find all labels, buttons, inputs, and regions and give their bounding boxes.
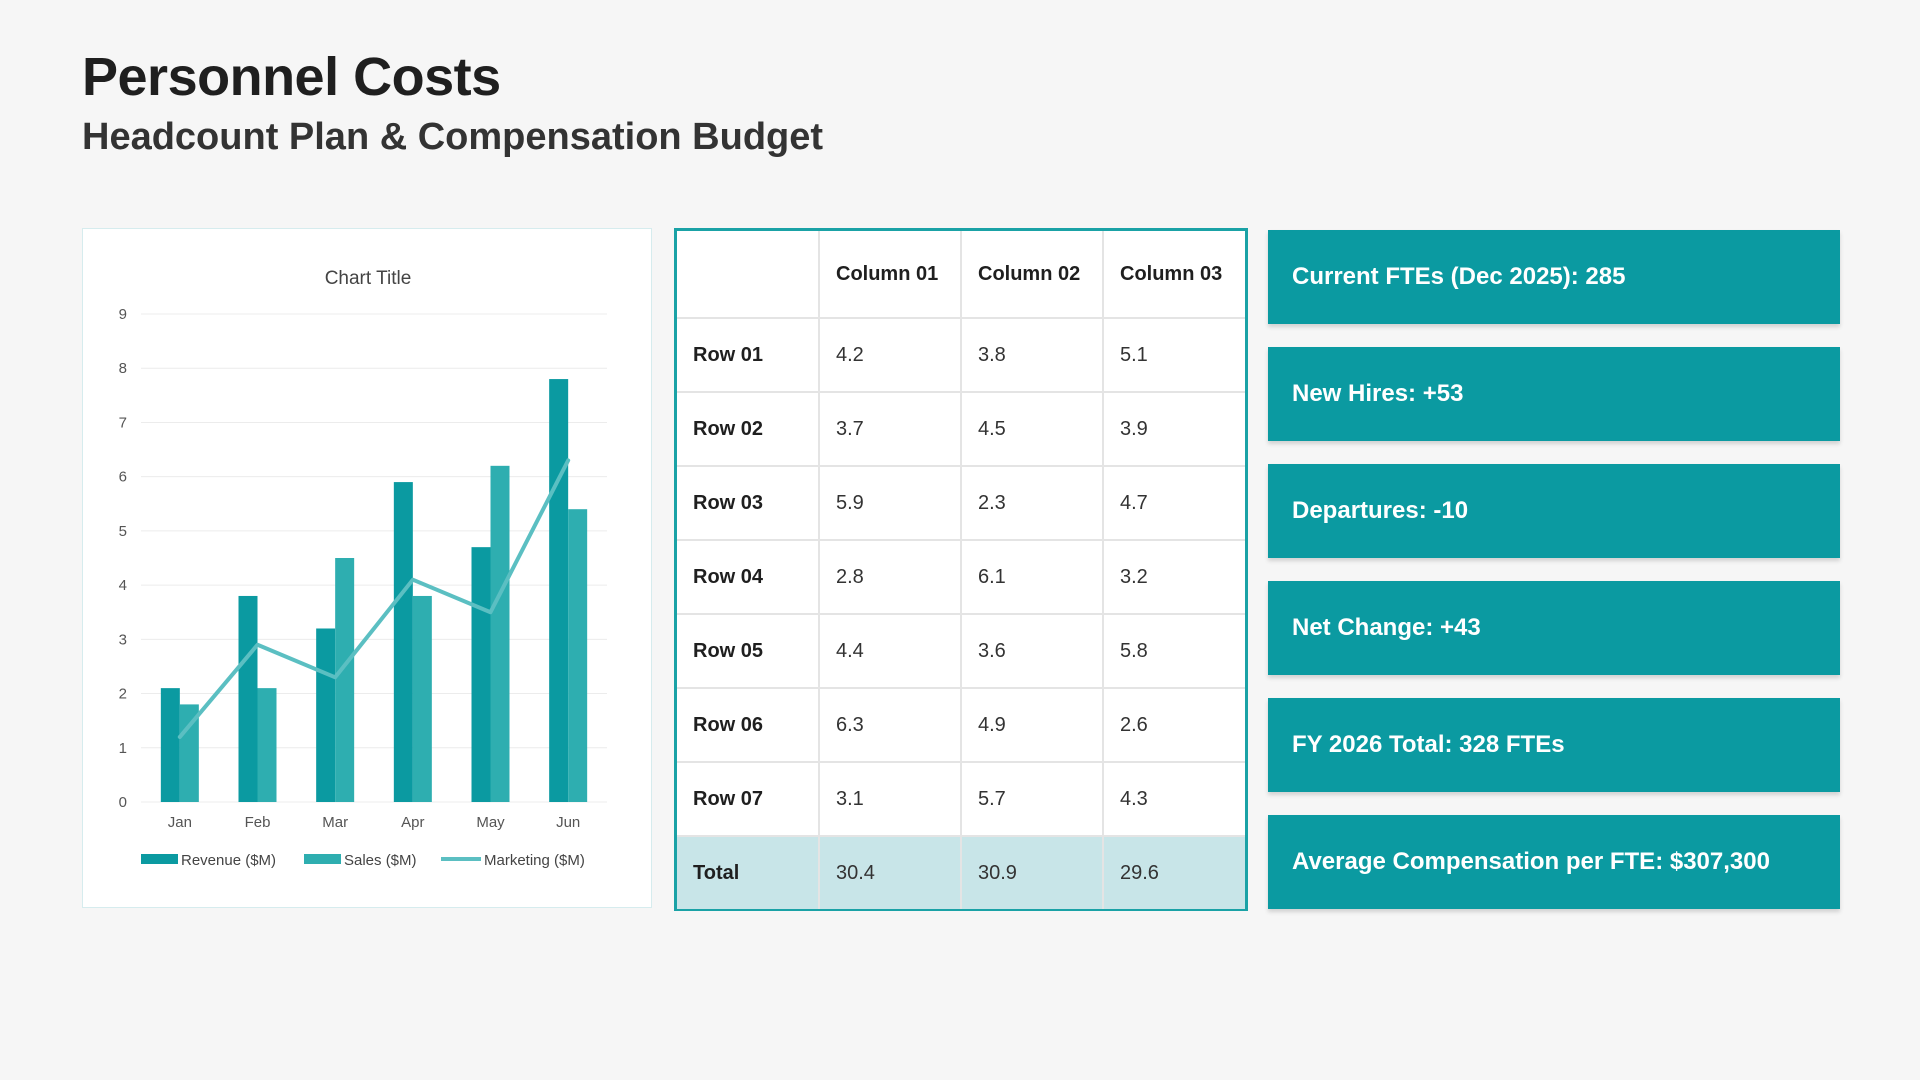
- bar-sales: [335, 558, 355, 802]
- bar-sales: [257, 688, 277, 802]
- x-tick-label: Jun: [556, 814, 580, 831]
- y-tick-label: 1: [119, 740, 127, 757]
- bar-revenue: [316, 628, 336, 802]
- legend-label: Revenue ($M): [181, 852, 276, 869]
- table-row: Row 06 6.3 4.9 2.6: [677, 687, 1245, 763]
- kpi-list: Current FTEs (Dec 2025): 285 New Hires: …: [1268, 230, 1840, 932]
- row-label: Row 02: [677, 391, 820, 467]
- row-label: Row 06: [677, 687, 820, 763]
- bar-revenue: [238, 595, 258, 802]
- kpi-card: New Hires: +53: [1268, 347, 1840, 441]
- table-row: Row 03 5.9 2.3 4.7: [677, 465, 1245, 541]
- table-row: Row 04 2.8 6.1 3.2: [677, 539, 1245, 615]
- row-label: Row 01: [677, 318, 820, 393]
- table-cell: 4.3: [1102, 761, 1245, 837]
- table-cell: 5.9: [818, 465, 962, 541]
- table-row: Row 07 3.1 5.7 4.3: [677, 761, 1245, 837]
- legend-swatch: [141, 854, 178, 864]
- kpi-card: Departures: -10: [1268, 464, 1840, 558]
- x-tick-label: May: [476, 814, 505, 831]
- table-cell: 2.8: [818, 539, 962, 615]
- table-total-row: Total 30.4 30.9 29.6: [677, 835, 1245, 909]
- data-table-card: Column 01 Column 02 Column 03 Row 01 4.2…: [674, 228, 1248, 911]
- table-cell: 4.5: [960, 391, 1104, 467]
- bar-sales: [490, 465, 510, 802]
- y-tick-label: 2: [119, 686, 127, 703]
- table-cell: 3.8: [960, 318, 1104, 393]
- table-cell: 4.9: [960, 687, 1104, 763]
- legend-label: Sales ($M): [344, 852, 417, 869]
- row-label: Row 07: [677, 761, 820, 837]
- line-marketing: [177, 458, 571, 739]
- table-cell: 4.4: [818, 613, 962, 689]
- bar-sales: [412, 595, 432, 802]
- page-title: Personnel Costs: [82, 47, 501, 107]
- table-cell: 6.3: [818, 687, 962, 763]
- table-row: Row 01 4.2 3.8 5.1: [677, 318, 1245, 393]
- row-label: Row 05: [677, 613, 820, 689]
- table-cell: 5.8: [1102, 613, 1245, 689]
- combo-chart: Chart Title 0 1 2 3 4 5 6 7 8 9 Jan Feb Mar Apr May Jun R…: [119, 268, 607, 869]
- table-cell: 5.7: [960, 761, 1104, 837]
- kpi-card: FY 2026 Total: 328 FTEs: [1268, 698, 1840, 792]
- table-cell: 5.1: [1102, 318, 1245, 393]
- table-cell: 2.6: [1102, 687, 1245, 763]
- y-tick-label: 3: [119, 631, 127, 648]
- kpi-card: Current FTEs (Dec 2025): 285: [1268, 230, 1840, 324]
- table-corner-cell: [677, 231, 820, 319]
- table-row: Row 02 3.7 4.5 3.9: [677, 391, 1245, 467]
- table-cell: 3.6: [960, 613, 1104, 689]
- table-header-row: Column 01 Column 02 Column 03: [677, 231, 1245, 319]
- chart-card: Chart Title 0 1 2 3 4 5 6 7 8 9 Jan Feb Mar Apr May Jun R…: [82, 228, 652, 908]
- table-cell: 3.9: [1102, 391, 1245, 467]
- x-tick-label: Apr: [401, 814, 424, 831]
- table-cell: 3.2: [1102, 539, 1245, 615]
- table-cell: 4.7: [1102, 465, 1245, 541]
- table-cell: 3.1: [818, 761, 962, 837]
- kpi-card: Average Compensation per FTE: $307,300: [1268, 815, 1840, 909]
- bar-sales: [568, 509, 588, 802]
- x-tick-label: Mar: [322, 814, 348, 831]
- column-header: Column 01: [818, 231, 962, 319]
- bar-revenue: [549, 379, 569, 802]
- y-tick-label: 4: [119, 577, 127, 594]
- y-tick-label: 6: [119, 469, 127, 486]
- table-cell: 6.1: [960, 539, 1104, 615]
- table-cell: 3.7: [818, 391, 962, 467]
- page-subtitle: Headcount Plan & Compensation Budget: [82, 116, 824, 158]
- column-header: Column 03: [1102, 231, 1245, 319]
- total-cell: 29.6: [1102, 835, 1245, 909]
- total-cell: 30.9: [960, 835, 1104, 909]
- x-tick-label: Feb: [245, 814, 271, 831]
- row-label: Row 04: [677, 539, 820, 615]
- legend-swatch: [304, 854, 341, 864]
- total-label: Total: [677, 835, 820, 909]
- y-tick-label: 9: [119, 306, 127, 323]
- bar-revenue: [160, 688, 180, 802]
- chart-title: Chart Title: [325, 268, 412, 289]
- y-tick-label: 8: [119, 360, 127, 377]
- bar-revenue: [471, 547, 491, 802]
- table-row: Row 05 4.4 3.6 5.8: [677, 613, 1245, 689]
- bar-revenue: [393, 482, 413, 802]
- table-cell: 2.3: [960, 465, 1104, 541]
- row-label: Row 03: [677, 465, 820, 541]
- column-header: Column 02: [960, 231, 1104, 319]
- legend-label: Marketing ($M): [484, 852, 585, 869]
- total-cell: 30.4: [818, 835, 962, 909]
- x-tick-label: Jan: [168, 814, 192, 831]
- y-tick-label: 5: [119, 523, 127, 540]
- y-tick-label: 7: [119, 414, 127, 431]
- table-cell: 4.2: [818, 318, 962, 393]
- data-table: Column 01 Column 02 Column 03 Row 01 4.2…: [677, 231, 1245, 909]
- kpi-card: Net Change: +43: [1268, 581, 1840, 675]
- y-tick-label: 0: [119, 794, 127, 811]
